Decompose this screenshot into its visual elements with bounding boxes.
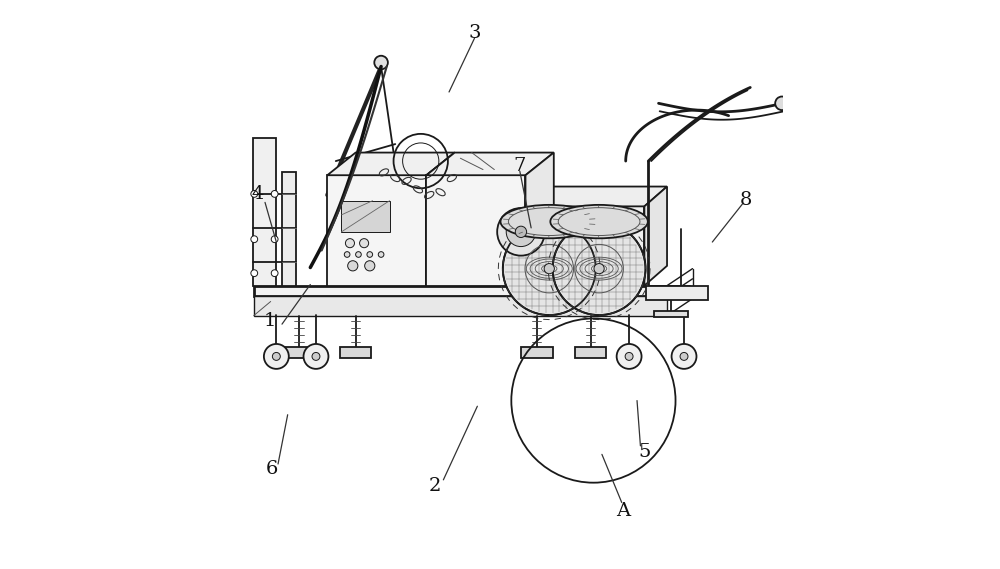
Text: 3: 3 (468, 23, 481, 42)
Circle shape (515, 226, 527, 237)
Circle shape (680, 352, 688, 360)
Circle shape (271, 191, 278, 197)
Text: A: A (616, 502, 630, 520)
Circle shape (374, 56, 388, 69)
Polygon shape (644, 187, 667, 286)
Circle shape (348, 261, 358, 271)
Circle shape (503, 222, 596, 315)
Circle shape (345, 238, 354, 248)
Circle shape (625, 352, 633, 360)
Text: 8: 8 (740, 191, 752, 209)
Circle shape (378, 251, 384, 257)
Bar (254, 286, 667, 296)
Polygon shape (525, 187, 667, 207)
Circle shape (344, 251, 350, 257)
Bar (654, 311, 688, 317)
Circle shape (360, 238, 369, 248)
Text: 6: 6 (266, 460, 279, 477)
Bar (426, 175, 525, 286)
Circle shape (367, 251, 373, 257)
Polygon shape (426, 152, 554, 175)
Text: 1: 1 (263, 312, 276, 330)
Bar (646, 286, 708, 300)
Circle shape (251, 191, 258, 197)
Circle shape (312, 352, 320, 360)
Circle shape (506, 217, 536, 246)
Polygon shape (327, 152, 455, 175)
Bar (341, 201, 390, 232)
Circle shape (497, 208, 545, 255)
Circle shape (251, 236, 258, 242)
Bar (575, 347, 606, 358)
Circle shape (304, 344, 328, 369)
Bar (253, 138, 276, 286)
Polygon shape (426, 152, 455, 286)
Bar (525, 207, 644, 286)
Circle shape (594, 263, 604, 274)
Circle shape (271, 270, 278, 277)
Bar (340, 347, 371, 358)
Ellipse shape (550, 205, 648, 238)
Bar (327, 175, 426, 286)
Circle shape (775, 97, 789, 110)
Text: 2: 2 (429, 476, 441, 494)
Circle shape (272, 352, 280, 360)
Circle shape (553, 222, 646, 315)
Text: 4: 4 (251, 185, 264, 203)
Bar (254, 296, 667, 316)
Circle shape (251, 270, 258, 277)
Bar (521, 347, 553, 358)
Circle shape (264, 344, 289, 369)
Circle shape (271, 236, 278, 242)
Bar (283, 347, 315, 358)
Polygon shape (525, 152, 554, 286)
Circle shape (544, 263, 554, 274)
Circle shape (356, 251, 361, 257)
Circle shape (617, 344, 642, 369)
Ellipse shape (501, 205, 598, 238)
Text: 7: 7 (514, 156, 526, 175)
Bar (282, 172, 296, 286)
Text: 5: 5 (638, 443, 651, 460)
Circle shape (365, 261, 375, 271)
Circle shape (672, 344, 696, 369)
